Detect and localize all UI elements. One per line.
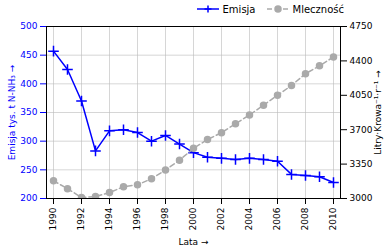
svg-text:1998: 1998: [160, 207, 170, 230]
svg-text:200: 200: [20, 193, 37, 203]
svg-text:2000: 2000: [188, 207, 198, 230]
svg-text:4400: 4400: [350, 56, 373, 66]
svg-text:300: 300: [20, 136, 37, 146]
svg-text:450: 450: [20, 50, 37, 60]
svg-text:1992: 1992: [76, 208, 86, 231]
svg-text:350: 350: [20, 107, 37, 117]
svg-text:3350: 3350: [350, 159, 373, 169]
svg-text:4750: 4750: [350, 21, 373, 31]
svg-text:2008: 2008: [300, 207, 310, 230]
svg-text:4050: 4050: [350, 90, 373, 100]
html-text:Mleczność: Mleczność: [292, 3, 344, 15]
svg-text:2006: 2006: [272, 207, 282, 230]
svg-text:3000: 3000: [350, 193, 373, 203]
svg-text:2010: 2010: [328, 207, 338, 230]
html-text:Emisja: Emisja: [222, 3, 256, 15]
svg-text:Lata →: Lata →: [179, 237, 209, 247]
svg-text:2004: 2004: [244, 207, 254, 230]
svg-text:Litry·Krowa⁻¹·r⁻¹ →: Litry·Krowa⁻¹·r⁻¹ →: [373, 70, 383, 155]
svg-text:400: 400: [20, 79, 37, 89]
svg-text:250: 250: [20, 165, 37, 175]
svg-text:1990: 1990: [48, 207, 58, 230]
svg-text:1994: 1994: [104, 207, 114, 230]
svg-text:500: 500: [20, 21, 37, 31]
svg-text:3700: 3700: [350, 125, 373, 135]
svg-text:1996: 1996: [132, 207, 142, 230]
svg-text:Emisja tys. t N-NH₃ →: Emisja tys. t N-NH₃ →: [7, 64, 17, 160]
svg-text:2002: 2002: [216, 208, 226, 231]
